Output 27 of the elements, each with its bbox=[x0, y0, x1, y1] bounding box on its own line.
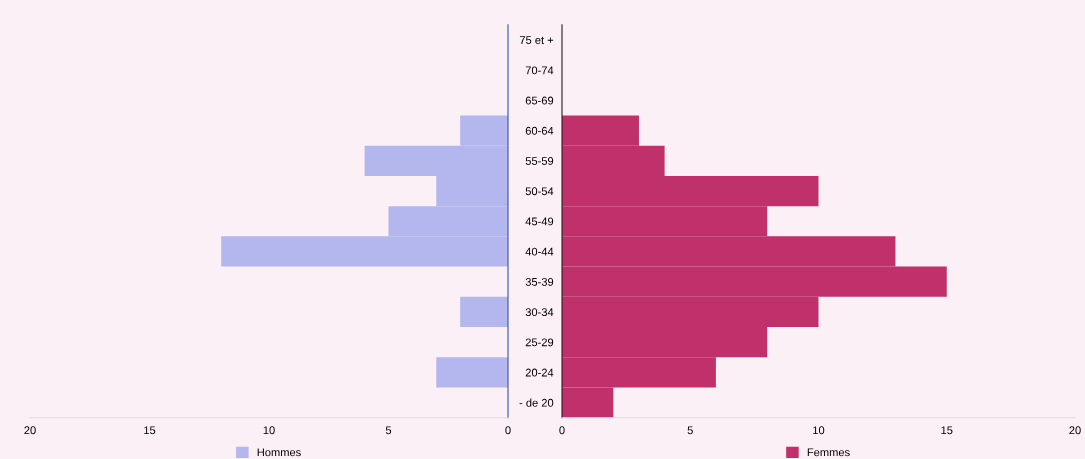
y-tick-label: 35-39 bbox=[525, 277, 554, 286]
y-tick-label: 70-74 bbox=[525, 66, 554, 75]
x-tick-label: 0 bbox=[559, 426, 565, 435]
x-tick-label: 10 bbox=[813, 426, 825, 435]
y-tick-label: 25-29 bbox=[525, 338, 554, 347]
y-tick-label: 20-24 bbox=[525, 368, 554, 377]
x-tick-label: 15 bbox=[941, 426, 953, 435]
x-tick-label: 5 bbox=[385, 426, 392, 435]
y-tick-label: - de 20 bbox=[519, 398, 554, 407]
x-tick-label: 5 bbox=[687, 426, 693, 435]
legend-label: Hommes bbox=[257, 448, 301, 457]
x-tick-label: 10 bbox=[263, 426, 275, 435]
y-tick-label: 40-44 bbox=[525, 247, 554, 256]
y-tick-label: 45-49 bbox=[525, 217, 554, 226]
x-tick-label: 15 bbox=[144, 426, 156, 435]
y-tick-label: 60-64 bbox=[525, 126, 554, 135]
x-tick-label: 0 bbox=[505, 426, 511, 435]
bar bbox=[436, 357, 508, 388]
y-tick-label: 75 et + bbox=[519, 36, 554, 45]
legend-label: Femmes bbox=[807, 448, 850, 457]
y-tick-label: 50-54 bbox=[525, 187, 554, 196]
y-tick-label: 30-34 bbox=[525, 308, 554, 317]
y-tick-label: 65-69 bbox=[525, 96, 554, 105]
x-tick-label: 20 bbox=[1069, 426, 1081, 435]
y-tick-label: 55-59 bbox=[525, 157, 554, 165]
x-tick-label: 20 bbox=[24, 426, 36, 435]
bar bbox=[460, 296, 508, 328]
